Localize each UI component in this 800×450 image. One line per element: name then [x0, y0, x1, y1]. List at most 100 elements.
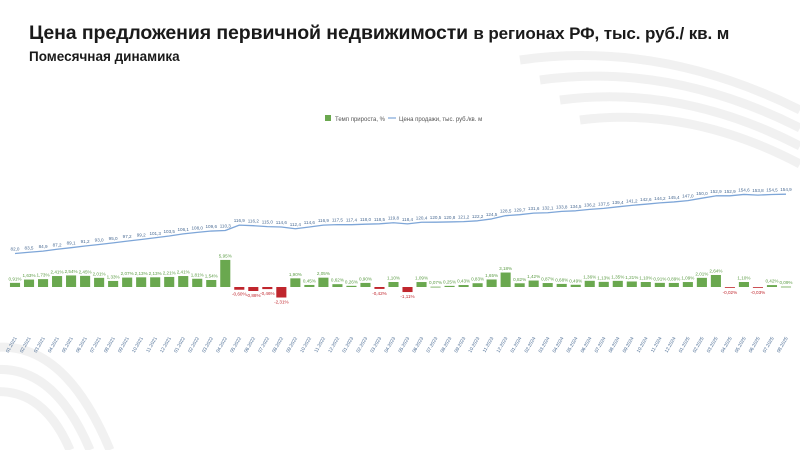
growth-bar-label: 1,10%: [387, 276, 400, 281]
growth-bar-label: 0,43%: [457, 279, 470, 284]
price-line-label: 103,5: [163, 229, 175, 234]
growth-bar-label: 0,09%: [779, 280, 792, 285]
growth-bar-label: 0,25%: [443, 279, 456, 284]
legend-bar-swatch: [325, 115, 331, 121]
price-chart: Темп прироста, % Цена продажи, тыс. руб.…: [5, 115, 793, 354]
growth-bar-label: -0,03%: [751, 290, 766, 295]
growth-bar-label: 0,07%: [429, 280, 442, 285]
growth-bar: [514, 283, 525, 287]
growth-bar-label: -0,46%: [260, 291, 275, 296]
growth-bar-label: 1,13%: [597, 275, 610, 280]
growth-bar-label: 1,09%: [415, 276, 428, 281]
x-axis-label: 11.2021: [145, 336, 159, 354]
price-line-label: 117,5: [332, 218, 344, 223]
growth-bar: [570, 284, 581, 287]
price-line-label: 139,4: [612, 200, 624, 205]
x-axis-label: 11.2022: [313, 336, 327, 354]
growth-bar-label: 0,83%: [471, 277, 484, 282]
x-axis-label: 03.2023: [369, 336, 383, 354]
growth-bar: [262, 287, 273, 290]
price-line-label: 147,0: [682, 194, 694, 199]
x-axis-label: 06.2021: [75, 336, 89, 354]
page-subtitle: Помесячная динамика: [29, 49, 180, 64]
price-line-label: 87,2: [53, 242, 62, 247]
x-axis-label: 04.2023: [383, 336, 397, 354]
growth-bar: [94, 277, 105, 287]
x-axis-label: 07.2025: [762, 336, 776, 354]
price-line-path: [14, 193, 787, 255]
x-axis-label: 05.2022: [229, 336, 243, 354]
price-line-label: 118,0: [360, 217, 372, 222]
growth-bar: [766, 285, 778, 287]
x-axis-label: 10.2021: [131, 336, 145, 354]
growth-bar-label: 1,90%: [289, 272, 302, 277]
price-line-label: 93,0: [95, 238, 104, 243]
price-line-label: 141,2: [626, 198, 638, 203]
growth-bar-labels: 0,91%1,63% 1,73%2,41% 2,54% 2,45% 2,01%1,33%…: [8, 253, 792, 304]
x-axis-label: 01.2024: [510, 336, 524, 354]
x-axis-label: 01.2022: [173, 336, 187, 354]
x-axis-label: 06.2024: [580, 336, 594, 354]
title-suffix: в регионах РФ, тыс. руб./ кв. м: [473, 24, 730, 43]
price-line-label: 137,5: [598, 201, 610, 206]
x-axis-labels: 01.2021 02.2021 03.2021 04.2021 05.2021 06.20…: [5, 336, 790, 354]
growth-bar-label: 1,65%: [485, 273, 498, 278]
growth-bar: [430, 286, 441, 288]
growth-bar-label: 1,10%: [639, 276, 652, 281]
growth-bar: [318, 277, 329, 287]
x-axis-label: 08.2022: [271, 336, 285, 354]
title-main: Цена предложения первичной недвижимости: [29, 22, 469, 44]
x-axis-label: 03.2025: [706, 336, 720, 354]
growth-bar-label: 2,21%: [163, 270, 176, 275]
growth-bar: [38, 279, 49, 287]
growth-bar: [164, 276, 175, 287]
growth-bar: [332, 284, 343, 287]
price-line-label: 144,2: [654, 196, 666, 201]
growth-bar-label: 2,13%: [135, 271, 148, 276]
growth-bar-label: 2,41%: [51, 270, 64, 275]
x-axis-label: 09.2022: [285, 336, 299, 354]
growth-bar-label: -0,02%: [723, 290, 738, 295]
x-axis-label: 08.2021: [103, 336, 117, 354]
growth-bar: [122, 277, 133, 287]
price-line-label: 154,5: [766, 188, 778, 193]
growth-bar-label: 0,26%: [345, 279, 358, 284]
x-axis-label: 11.2024: [650, 336, 664, 354]
price-line-labels: 82,0 83,5 84,9 87,2 89,1 91,2 93,0 95,0 97,2 99,2…: [11, 187, 793, 251]
x-axis-label: 02.2025: [692, 336, 706, 354]
x-axis-label: 04.2022: [215, 336, 229, 354]
growth-bar: [640, 282, 651, 287]
price-line-label: 108,0: [191, 225, 203, 230]
growth-bar-label: 1,42%: [527, 274, 540, 279]
x-axis-label: 10.2022: [299, 336, 313, 354]
growth-bar: [136, 277, 147, 287]
price-line-label: 91,2: [81, 239, 90, 244]
page-title: Цена предложения первичной недвижимости …: [29, 22, 789, 45]
price-line: [14, 193, 787, 255]
x-axis-label: 10.2023: [467, 336, 481, 354]
price-line-label: 142,6: [640, 197, 652, 202]
growth-bar-label: -1,11%: [400, 294, 414, 299]
growth-bar-label: -0,42%: [372, 291, 387, 296]
price-line-label: 84,9: [39, 244, 48, 249]
x-axis-label: 12.2023: [495, 336, 509, 354]
growth-bar-label: 2,05%: [317, 271, 330, 276]
price-line-label: 112,4: [290, 222, 302, 227]
growth-bar: [542, 283, 553, 287]
growth-bar-label: 0,90%: [359, 276, 372, 281]
x-axis-label: 05.2021: [61, 336, 75, 354]
growth-bar: [668, 282, 679, 287]
x-axis-label: 09.2024: [622, 336, 636, 354]
growth-bar: [206, 279, 217, 287]
growth-bar: [52, 276, 63, 287]
price-line-label: 99,2: [137, 232, 146, 237]
price-line-label: 152,9: [724, 189, 736, 194]
price-line-label: 153,8: [752, 188, 764, 193]
growth-bar-label: 1,09%: [681, 276, 694, 281]
growth-bar: [752, 287, 763, 288]
price-line-label: 95,0: [109, 236, 118, 241]
growth-bar: [150, 277, 161, 287]
growth-bar-label: 2,01%: [93, 271, 106, 276]
x-axis-label: 12.2021: [159, 336, 173, 354]
growth-bar-label: 0,42%: [765, 279, 778, 284]
